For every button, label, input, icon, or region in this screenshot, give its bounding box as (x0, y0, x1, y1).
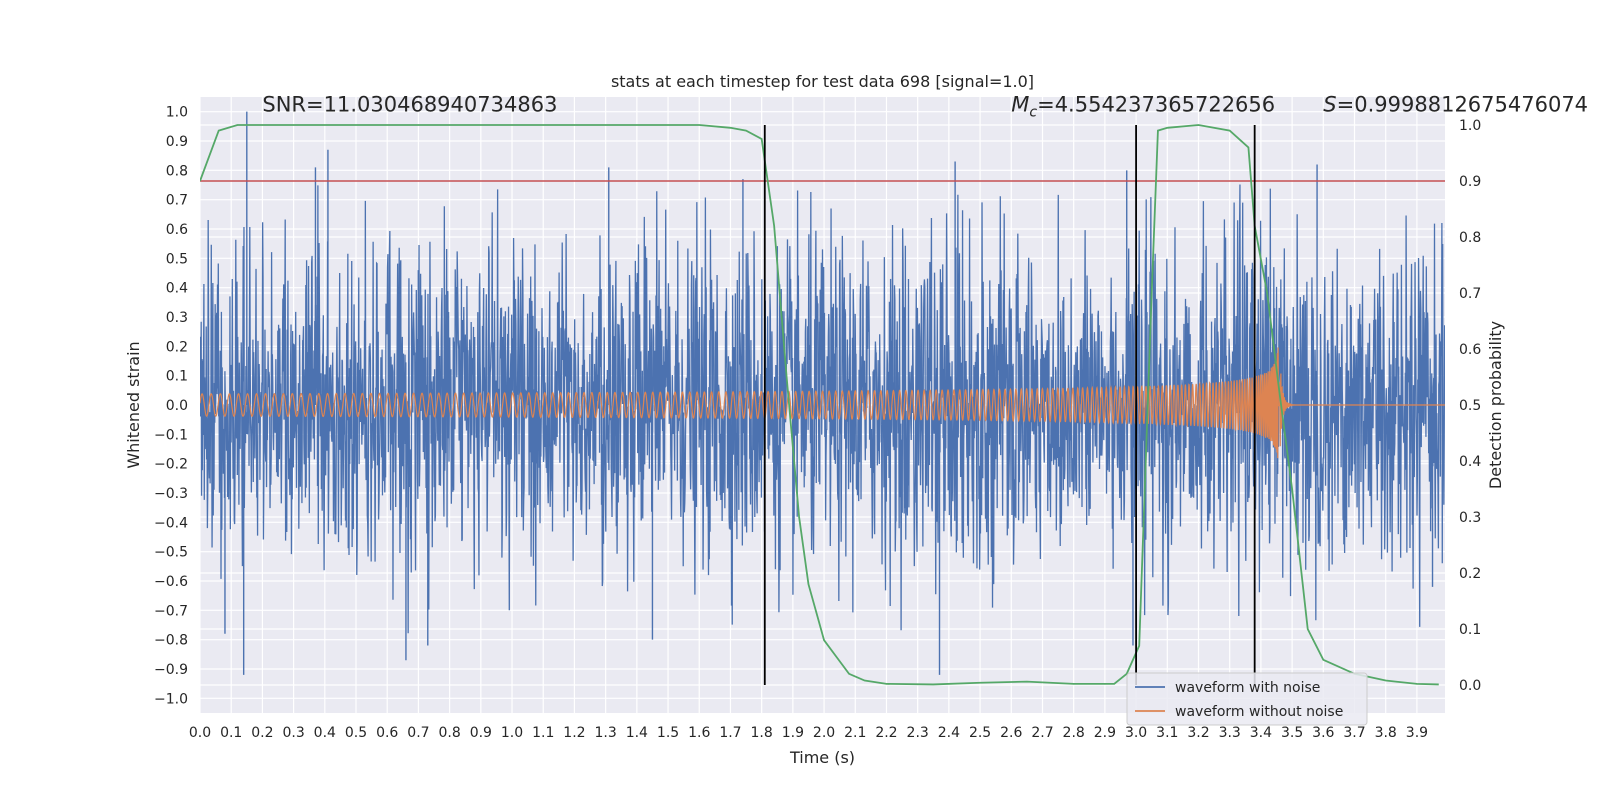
y-tick-label-left: 0.2 (166, 339, 188, 355)
chirp-mass-annotation: Mc=4.554237365722656 (1011, 93, 1275, 121)
y-tick-label-left: −0.2 (154, 457, 188, 473)
y-tick-label-left: −0.4 (154, 515, 188, 531)
legend-box (1126, 672, 1368, 726)
y-tick-label-right: 0.6 (1459, 342, 1481, 358)
y-tick-label-left: 0.6 (166, 222, 188, 238)
y-tick-label-left: −0.3 (154, 486, 188, 502)
y-tick-label-right: 0.7 (1459, 286, 1481, 302)
y-tick-label-right: 0.2 (1459, 566, 1481, 582)
y-tick-label-right: 0.0 (1459, 678, 1481, 694)
x-tick-label: 3.9 (1406, 725, 1428, 741)
x-tick-label: 3.8 (1375, 725, 1397, 741)
y-tick-label-left: −0.7 (154, 603, 188, 619)
x-tick-label: 1.0 (501, 725, 523, 741)
x-tick-label: 1.4 (626, 725, 648, 741)
chart-title: stats at each timestep for test data 698… (611, 72, 1034, 91)
y-tick-label-left: −0.6 (154, 574, 188, 590)
y-tick-label-left: 0.8 (166, 163, 188, 179)
y-tick-label-right: 0.9 (1459, 174, 1481, 190)
y-tick-label-right: 1.0 (1459, 118, 1481, 134)
y-tick-label-left: −0.8 (154, 633, 188, 649)
y-tick-label-left: −0.9 (154, 662, 188, 678)
detection-probability-line (200, 124, 1439, 686)
x-tick-label: 3.5 (1281, 725, 1303, 741)
mc-value: =4.554237365722656 (1037, 93, 1275, 117)
x-tick-label: 0.3 (282, 725, 304, 741)
axes-text: 0.0 0.1 0.2 0.3 0.4 0.5 0.6 0.7 0.8 0.9 1.0 1.1 1.2 1… (154, 105, 1481, 741)
x-tick-label: 1.6 (688, 725, 710, 741)
y-tick-label-left: 0.5 (166, 251, 188, 267)
y-tick-label-left: 0.0 (166, 398, 188, 414)
y-tick-label-left: 0.4 (166, 281, 188, 297)
x-tick-label: 3.2 (1187, 725, 1209, 741)
x-tick-label: 0.4 (314, 725, 336, 741)
x-axis-label: Time (s) (789, 748, 855, 767)
x-tick-label: 0.0 (189, 725, 211, 741)
x-tick-label: 1.2 (563, 725, 585, 741)
x-tick-label: 0.5 (345, 725, 367, 741)
y-tick-label-left: −0.5 (154, 545, 188, 561)
x-tick-label: 1.8 (751, 725, 773, 741)
y-tick-label-left: 0.9 (166, 134, 188, 150)
waveform-with-noise-line (200, 184, 1445, 634)
s-value: =0.9998812675476074 (1337, 93, 1588, 117)
snr-annotation: SNR=11.030468940734863 (262, 93, 557, 117)
x-tick-label: 2.1 (844, 725, 866, 741)
y-tick-label-left: −1.0 (154, 691, 188, 707)
y-axis-label-right: Detection probability (1486, 321, 1505, 489)
y-tick-label-right: 0.8 (1459, 230, 1481, 246)
x-tick-label: 3.7 (1343, 725, 1365, 741)
x-tick-label: 0.1 (220, 725, 242, 741)
y-tick-label-left: 0.3 (166, 310, 188, 326)
y-tick-label-left: −0.1 (154, 427, 188, 443)
x-tick-label: 1.3 (595, 725, 617, 741)
x-tick-label: 2.0 (813, 725, 835, 741)
y-tick-label-right: 0.4 (1459, 454, 1481, 470)
y-tick-label-right: 0.1 (1459, 622, 1481, 638)
x-tick-label: 2.2 (875, 725, 897, 741)
x-tick-label: 1.9 (782, 725, 804, 741)
x-tick-label: 2.3 (907, 725, 929, 741)
x-tick-label: 3.4 (1250, 725, 1272, 741)
x-tick-label: 3.1 (1156, 725, 1178, 741)
legend-label: waveform with noise (1175, 680, 1320, 696)
x-tick-label: 2.5 (969, 725, 991, 741)
y-tick-label-right: 0.3 (1459, 510, 1481, 526)
x-tick-label: 3.0 (1125, 725, 1147, 741)
mc-symbol: M (1011, 93, 1029, 117)
x-tick-label: 2.9 (1094, 725, 1116, 741)
x-tick-label: 1.7 (719, 725, 741, 741)
x-tick-label: 0.8 (438, 725, 460, 741)
x-tick-label: 2.8 (1063, 725, 1085, 741)
x-tick-label: 1.1 (532, 725, 554, 741)
legend: waveform with noise waveform without nois… (1126, 672, 1368, 726)
x-tick-label: 2.4 (938, 725, 960, 741)
s-symbol: S (1323, 93, 1336, 117)
x-tick-label: 2.7 (1031, 725, 1053, 741)
s-annotation: S=0.9998812675476074 (1323, 93, 1588, 117)
series-layer (200, 111, 1445, 686)
x-tick-label: 0.6 (376, 725, 398, 741)
x-tick-label: 1.5 (657, 725, 679, 741)
y-axis-label-left: Whitened strain (124, 341, 143, 468)
mc-subscript: c (1029, 105, 1037, 121)
y-tick-label-left: 0.7 (166, 193, 188, 209)
legend-label: waveform without noise (1175, 704, 1343, 720)
vertical-lines (763, 125, 1256, 685)
x-tick-label: 0.7 (407, 725, 429, 741)
x-tick-label: 3.3 (1219, 725, 1241, 741)
x-tick-label: 2.6 (1000, 725, 1022, 741)
waveform-without-noise-line (200, 347, 1445, 459)
y-tick-label-left: 0.1 (166, 369, 188, 385)
y-tick-label-right: 0.5 (1459, 398, 1481, 414)
x-tick-label: 0.9 (470, 725, 492, 741)
x-tick-label: 0.2 (251, 725, 273, 741)
x-tick-label: 3.6 (1312, 725, 1334, 741)
y-tick-label-left: 1.0 (166, 105, 188, 121)
